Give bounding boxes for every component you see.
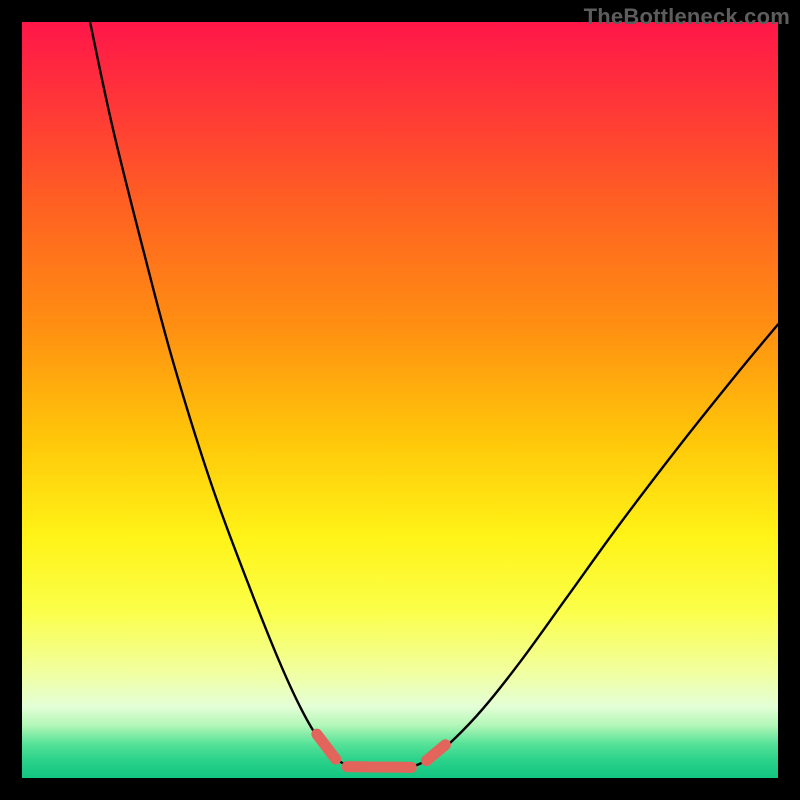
gradient-background [22,22,778,778]
highlight-segment [347,767,411,768]
chart-frame: TheBottleneck.com [0,0,800,800]
watermark-text: TheBottleneck.com [584,4,790,30]
plot-area [22,22,778,778]
plot-svg [22,22,778,778]
